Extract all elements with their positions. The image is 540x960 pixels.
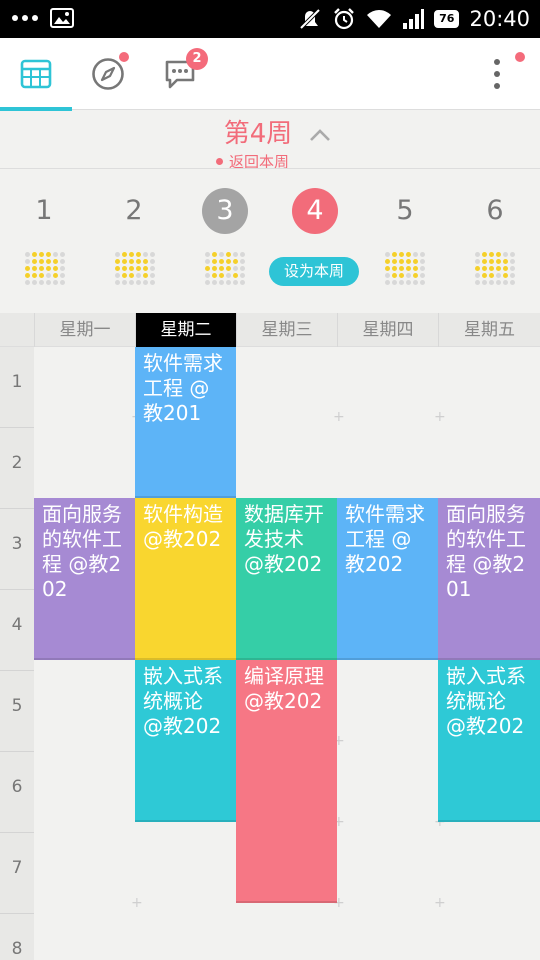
- mute-icon: [299, 8, 321, 30]
- week-option[interactable]: 3: [202, 188, 248, 234]
- weekday-label: 星期一: [34, 313, 135, 347]
- course-card[interactable]: 面向服务的软件工程 @教201: [438, 498, 540, 660]
- week-overview-thumbnail: [385, 252, 425, 285]
- add-slot-icon[interactable]: +: [333, 814, 345, 830]
- week-overview-thumbnail: [475, 252, 515, 285]
- add-slot-icon[interactable]: +: [333, 733, 345, 749]
- week-option[interactable]: 2: [125, 195, 143, 226]
- period-number: 6: [0, 752, 34, 833]
- week-option[interactable]: 5: [396, 195, 414, 226]
- overflow-menu-button[interactable]: [462, 38, 532, 110]
- weekday-header: 星期一 星期二 星期三 星期四 星期五: [0, 313, 540, 347]
- add-slot-icon[interactable]: +: [333, 895, 345, 911]
- period-number: 7: [0, 833, 34, 914]
- week-option[interactable]: 1: [35, 195, 53, 226]
- status-bar: 76 20:40: [0, 0, 540, 38]
- menu-notification-dot: [515, 52, 525, 62]
- compass-icon: [92, 58, 124, 90]
- signal-icon: [403, 9, 425, 29]
- more-dots-icon: [12, 15, 38, 21]
- course-card[interactable]: 软件需求工程 @教202: [337, 498, 438, 660]
- set-current-week-button[interactable]: 设为本周: [269, 257, 359, 286]
- tab-messages[interactable]: [144, 38, 216, 110]
- toolbar: 2: [0, 38, 540, 111]
- period-number: 1: [0, 347, 34, 428]
- weekday-label: 星期五: [438, 313, 540, 347]
- week-overview-thumbnail: [25, 252, 65, 285]
- period-number: 2: [0, 428, 34, 509]
- more-vertical-icon: [494, 59, 500, 89]
- tab-discover[interactable]: [72, 38, 144, 110]
- week-overview-thumbnail: [205, 252, 245, 285]
- course-card[interactable]: 嵌入式系统概论 @教202: [438, 660, 540, 822]
- course-card[interactable]: 嵌入式系统概论 @教202: [135, 660, 236, 822]
- chevron-up-icon[interactable]: [308, 127, 332, 143]
- wifi-icon: [367, 10, 392, 28]
- week-header[interactable]: 第4周 返回本周: [0, 111, 540, 169]
- period-number: 5: [0, 671, 34, 752]
- timetable: 1 2 3 4 5 6 7 8 + + + + + + + + + 软件需求工程…: [0, 347, 540, 960]
- week-overview-thumbnail: [115, 252, 155, 285]
- back-to-current-week-label: 返回本周: [229, 153, 290, 169]
- course-card[interactable]: 软件需求工程 @教201: [135, 347, 236, 498]
- add-slot-icon[interactable]: +: [131, 895, 143, 911]
- course-card[interactable]: 面向服务的软件工程 @教202: [34, 498, 135, 660]
- weekday-label: 星期三: [236, 313, 337, 347]
- period-number: 3: [0, 509, 34, 590]
- add-slot-icon[interactable]: +: [434, 409, 446, 425]
- course-card[interactable]: 软件构造 @教202: [135, 498, 236, 660]
- back-to-current-week-link[interactable]: 返回本周: [216, 151, 290, 169]
- week-title[interactable]: 第4周: [223, 119, 293, 149]
- course-card[interactable]: 编译原理 @教202: [236, 660, 337, 903]
- period-number: 4: [0, 590, 34, 671]
- weekday-label: 星期四: [337, 313, 438, 347]
- add-slot-icon[interactable]: +: [434, 895, 446, 911]
- add-slot-icon[interactable]: +: [434, 814, 446, 830]
- alarm-icon: [334, 8, 355, 30]
- active-tab-indicator: [0, 107, 72, 111]
- week-option[interactable]: 6: [486, 195, 504, 226]
- weekday-label-today: 星期二: [135, 313, 236, 347]
- week-option-selected[interactable]: 4: [292, 188, 338, 234]
- add-slot-icon[interactable]: +: [333, 409, 345, 425]
- period-number: 8: [0, 914, 34, 960]
- battery-icon: 76: [434, 10, 460, 28]
- period-column: 1 2 3 4 5 6 7 8: [0, 347, 34, 960]
- clock: 20:40: [469, 7, 530, 31]
- message-badge: 2: [186, 48, 208, 70]
- calendar-grid-icon: [20, 59, 52, 89]
- image-icon: [50, 8, 74, 28]
- course-card[interactable]: 数据库开发技术 @教202: [236, 498, 337, 660]
- tab-schedule[interactable]: [0, 38, 72, 111]
- week-selector: 1 2 3 4 5 6 设为本周: [0, 170, 540, 313]
- dot-icon: [216, 158, 223, 165]
- discover-notification-dot: [119, 52, 129, 62]
